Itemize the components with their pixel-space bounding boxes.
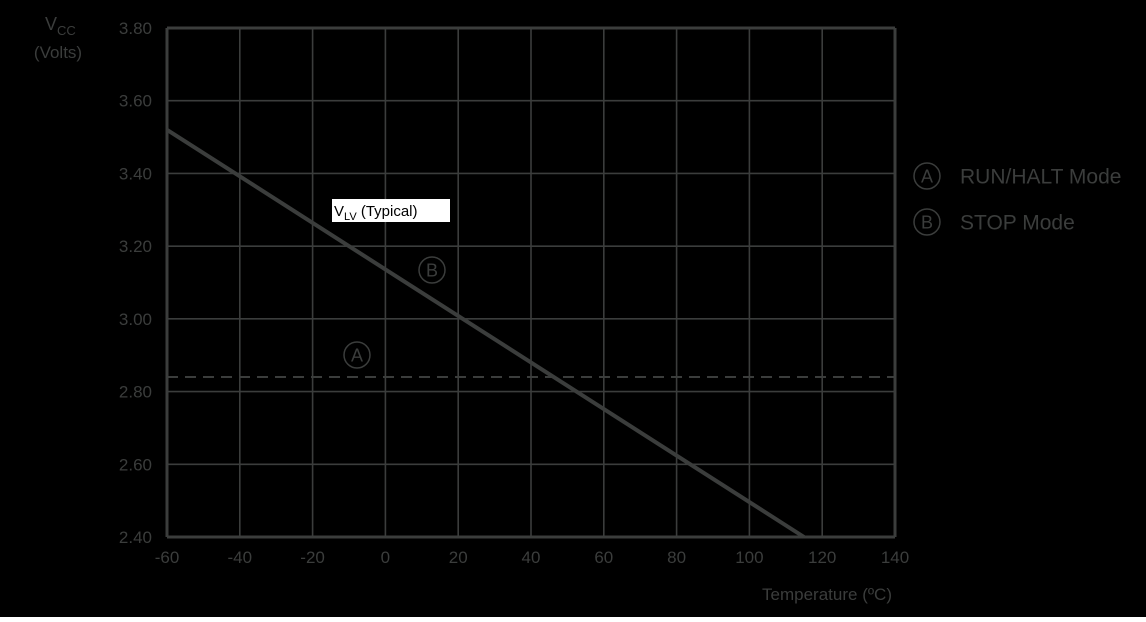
marker-letter: A <box>921 167 933 187</box>
vlv-label-text: VLV (Typical) <box>334 203 418 223</box>
legend-item: B STOP Mode <box>913 208 1075 236</box>
annotations: B A VLV (Typical) <box>332 199 450 369</box>
legend-item: A RUN/HALT Mode <box>913 162 1121 190</box>
y-tick-label: 2.60 <box>119 455 152 474</box>
axis-titles: VCC (Volts) Temperature (ºC) <box>34 14 892 604</box>
vlv-typical-label: VLV (Typical) <box>332 199 450 223</box>
x-tick-label: -40 <box>228 548 253 567</box>
x-tick-label: 60 <box>594 548 613 567</box>
marker-circle <box>343 341 371 369</box>
series <box>165 128 895 539</box>
grid <box>165 26 897 539</box>
tick-labels: -60 -40 -20 0 20 40 60 80 100 120 140 2.40 2.60 2.80 3… <box>119 19 909 567</box>
x-axis-title: Temperature (ºC) <box>762 585 892 604</box>
legend: A RUN/HALT Mode B STOP Mode <box>913 162 1121 236</box>
x-tick-label: 140 <box>881 548 909 567</box>
x-tick-label: 100 <box>735 548 763 567</box>
marker-circle <box>913 208 941 236</box>
x-tick-label: 40 <box>522 548 541 567</box>
marker-a-on-plot: A <box>343 341 371 369</box>
x-tick-label: 80 <box>667 548 686 567</box>
y-tick-label: 3.00 <box>119 310 152 329</box>
marker-b-on-plot: B <box>418 256 446 284</box>
x-tick-label: 0 <box>381 548 390 567</box>
marker-circle <box>913 162 941 190</box>
marker-letter: B <box>426 261 438 281</box>
y-tick-label: 3.60 <box>119 92 152 111</box>
legend-marker: A <box>913 162 941 190</box>
y-tick-label: 3.40 <box>119 164 152 183</box>
marker-letter: A <box>351 346 363 366</box>
stop-mode-line <box>165 128 806 539</box>
marker-letter: B <box>921 213 933 233</box>
x-tick-label: 20 <box>449 548 468 567</box>
y-tick-label: 2.40 <box>119 528 152 547</box>
y-tick-label: 2.80 <box>119 383 152 402</box>
y-tick-label: 3.20 <box>119 237 152 256</box>
x-tick-label: -20 <box>300 548 325 567</box>
y-axis-unit: (Volts) <box>34 43 82 62</box>
y-tick-label: 3.80 <box>119 19 152 38</box>
legend-label: RUN/HALT Mode <box>960 166 1121 189</box>
x-tick-label: -60 <box>155 548 180 567</box>
legend-label: STOP Mode <box>960 212 1075 235</box>
legend-marker: B <box>913 208 941 236</box>
y-axis-title: VCC <box>45 14 76 38</box>
marker-circle <box>418 256 446 284</box>
vlv-label-box <box>332 199 450 222</box>
x-tick-label: 120 <box>808 548 836 567</box>
